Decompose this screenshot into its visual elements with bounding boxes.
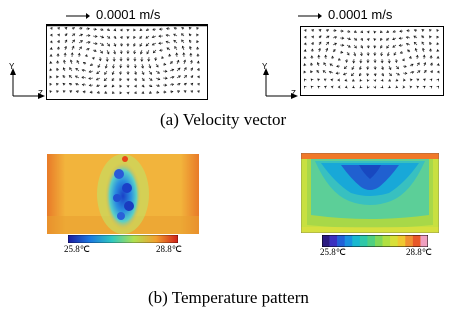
right-colorbar-max: 28.8℃ [406, 247, 432, 257]
left-colorbar [68, 235, 178, 243]
left-colorbar-max: 28.8℃ [156, 244, 182, 254]
right-vector-field [300, 26, 444, 96]
left-axis-indicator [10, 68, 45, 99]
caption-temperature: (b) Temperature pattern [148, 288, 309, 307]
left-scale-arrow [66, 13, 90, 19]
left-axis-z: Z [38, 89, 43, 98]
caption-velocity: (a) Velocity vector [160, 110, 287, 129]
right-scale-label: 0.0001 m/s [328, 7, 393, 22]
right-temperature-map [301, 153, 439, 233]
left-velocity-panel: 0.0001 m/s Y Z [0, 0, 220, 110]
right-velocity-panel: 0.0001 m/s Y Z [250, 0, 450, 110]
right-axis-indicator [263, 68, 298, 99]
right-axis-z: Z [291, 89, 296, 98]
right-scale-arrow [298, 13, 322, 19]
right-colorbar [322, 235, 428, 247]
left-temperature-map [47, 154, 199, 234]
left-axis-y: Y [9, 62, 15, 71]
left-vector-field [46, 24, 208, 100]
left-scale-label: 0.0001 m/s [96, 7, 161, 22]
left-colorbar-min: 25.8℃ [64, 244, 90, 254]
right-colorbar-min: 25.8℃ [320, 247, 346, 257]
right-axis-y: Y [262, 62, 268, 71]
